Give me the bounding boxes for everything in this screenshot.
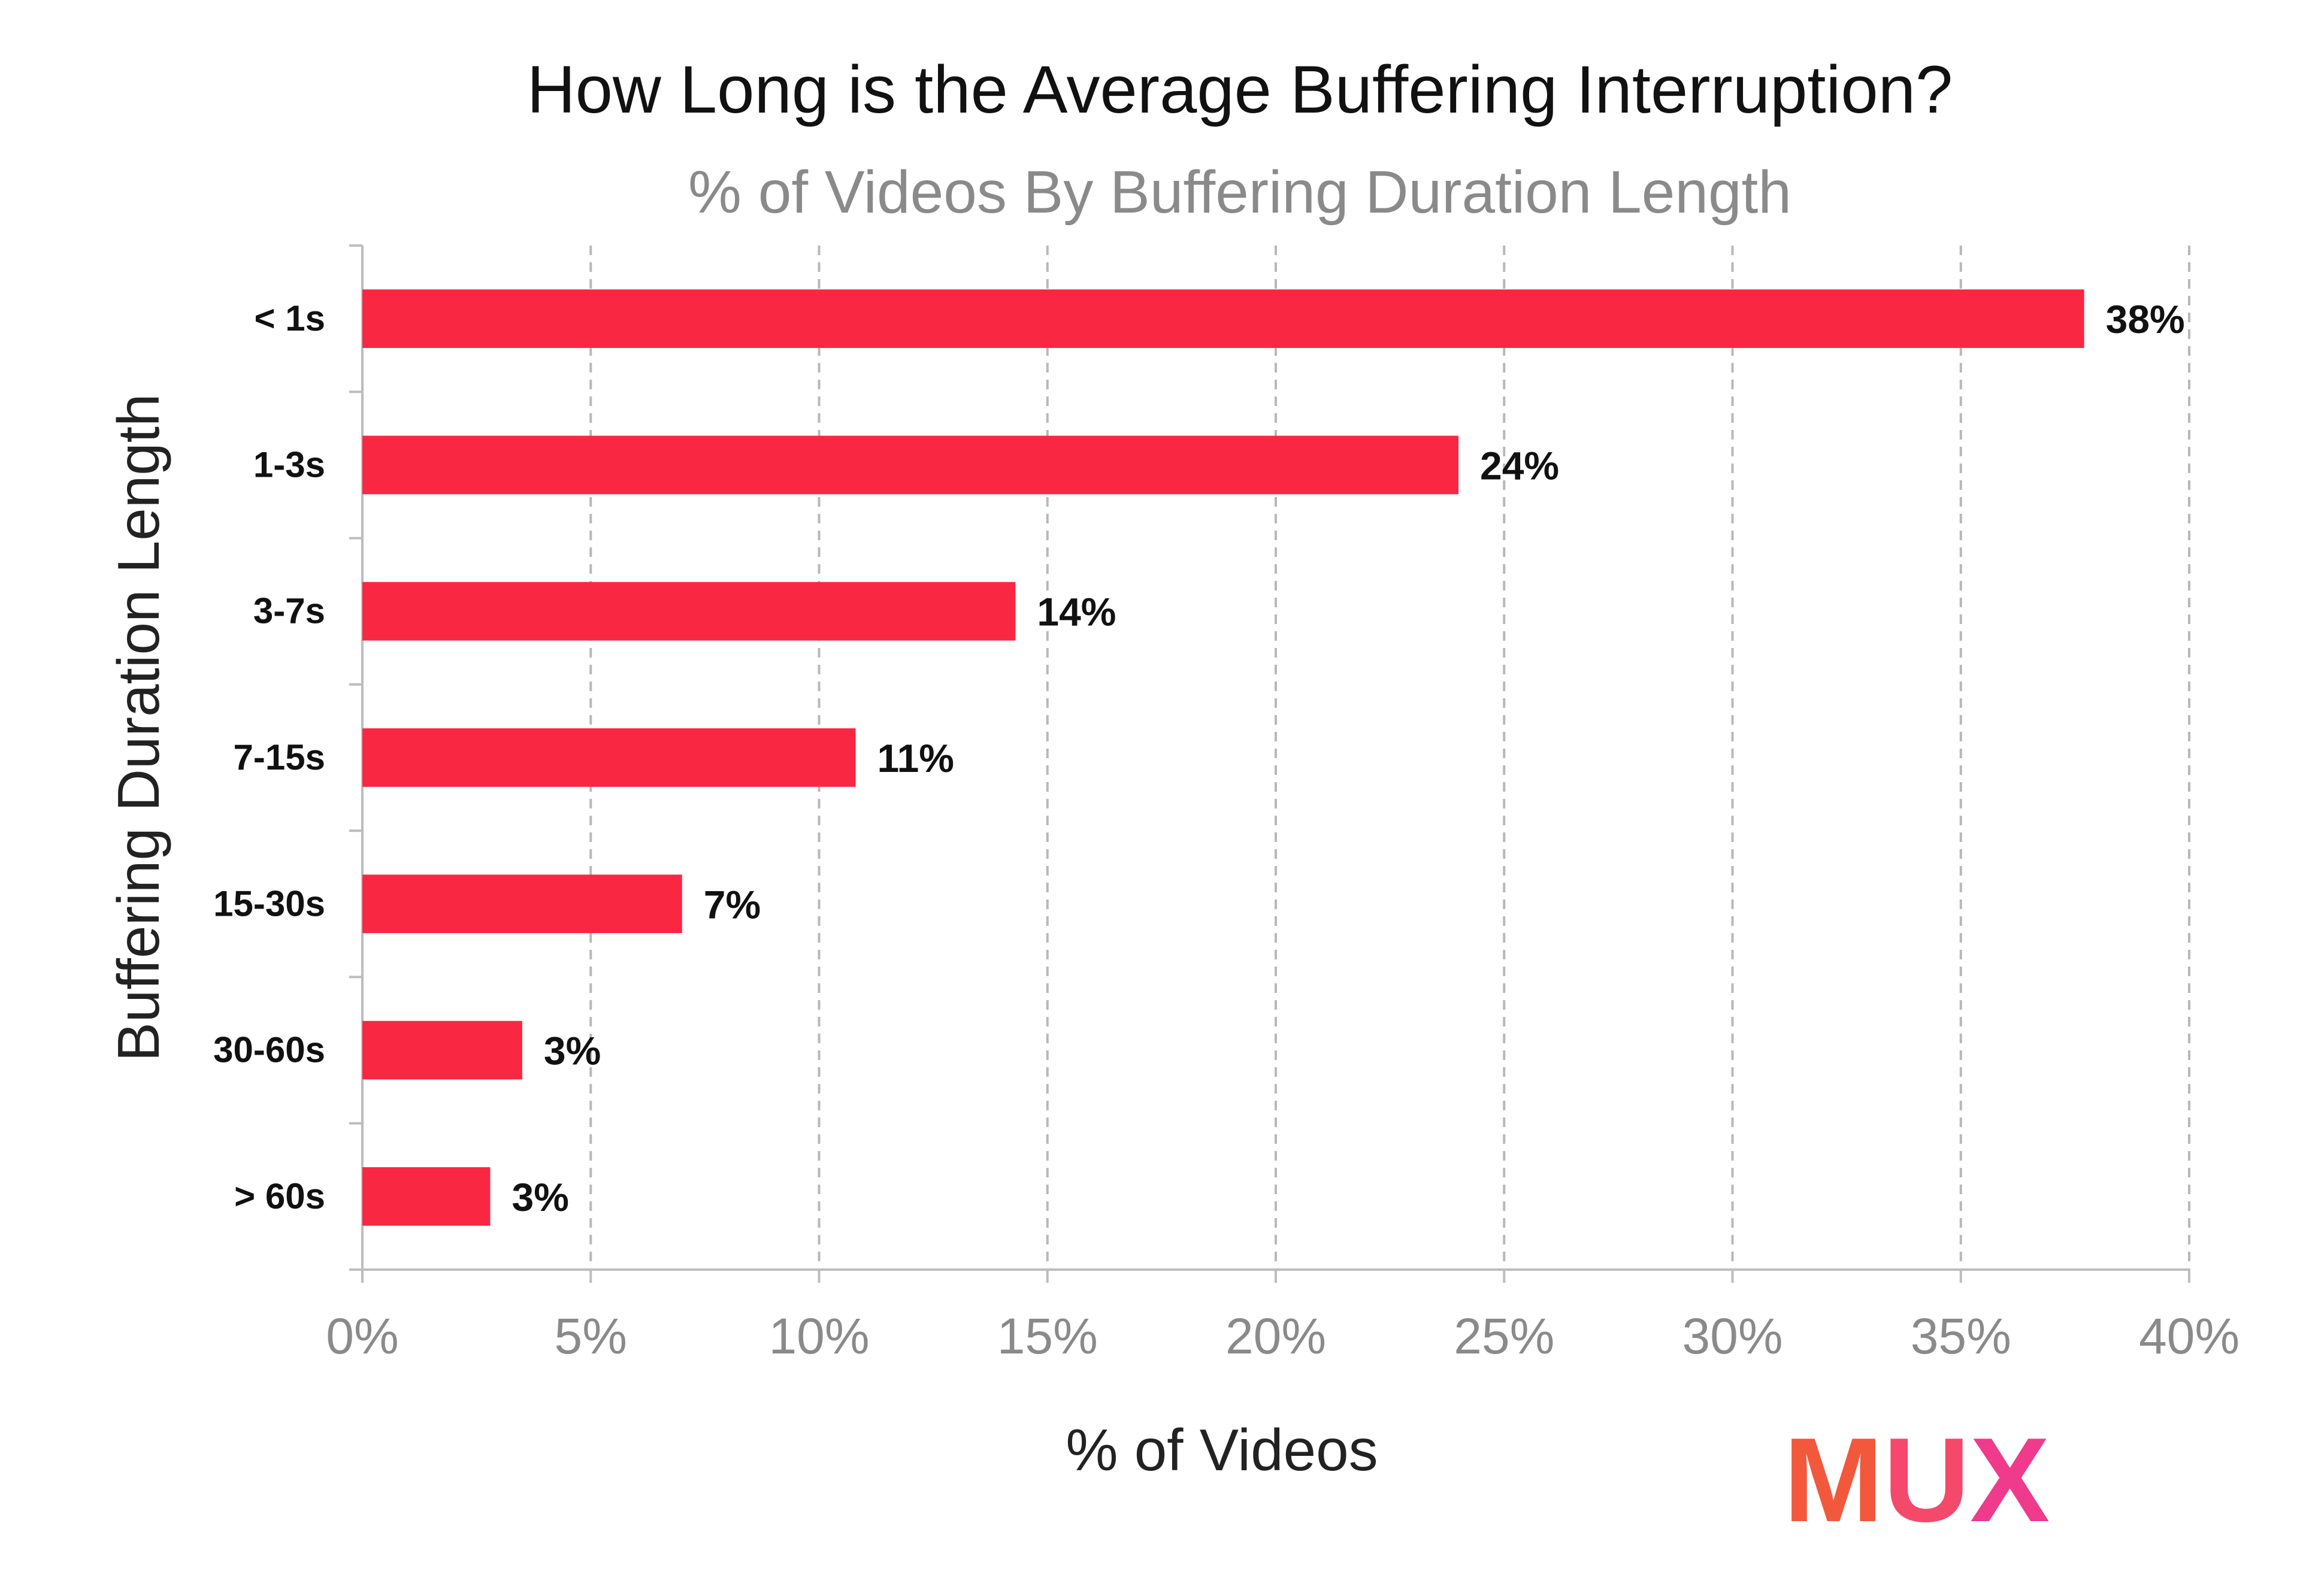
x-tick-label: 5%	[555, 1308, 627, 1364]
value-labels: 38% 24% 14% 11% 7% 3% 3%	[512, 297, 2185, 1219]
data-label: 24%	[1480, 443, 1559, 487]
bar	[362, 582, 1016, 641]
y-tick-label: 7-15s	[234, 737, 325, 777]
x-tick-label: 40%	[2139, 1308, 2240, 1364]
y-tick-labels: < 1s 1-3s 3-7s 7-15s 15-30s 30-60s > 60s	[213, 298, 325, 1216]
data-label: 14%	[1037, 590, 1116, 634]
logo-letter-u: U	[1883, 1413, 1969, 1547]
x-tick-label: 10%	[768, 1308, 869, 1364]
bars	[362, 289, 2084, 1226]
y-tick-label: 15-30s	[213, 883, 325, 923]
x-axis-title: % of Videos	[1066, 1417, 1378, 1483]
bar	[362, 1020, 522, 1080]
y-tick-label: 1-3s	[253, 444, 325, 484]
bar	[362, 435, 1458, 495]
bar	[362, 1167, 491, 1226]
data-label: 7%	[704, 882, 761, 926]
data-label: 3%	[544, 1029, 601, 1073]
bar	[362, 289, 2084, 348]
x-tick-label: 15%	[997, 1308, 1098, 1364]
chart-subtitle: % of Videos By Buffering Duration Length	[688, 159, 1791, 226]
bar	[362, 874, 682, 934]
y-tick-label: < 1s	[255, 298, 325, 338]
x-tick-label: 35%	[1911, 1308, 2011, 1364]
data-label: 38%	[2106, 297, 2185, 341]
x-tick-labels: 0% 5% 10% 15% 20% 25% 30% 35% 40%	[326, 1308, 2240, 1364]
data-label: 11%	[877, 736, 954, 780]
y-tick-label: 30-60s	[213, 1030, 325, 1070]
bar	[362, 728, 856, 787]
x-tick-label: 20%	[1225, 1308, 1326, 1364]
x-tick-label: 25%	[1454, 1308, 1554, 1364]
y-axis-title: Buffering Duration Length	[105, 393, 171, 1061]
data-label: 3%	[512, 1175, 569, 1219]
logo-letter-x: X	[1970, 1413, 2050, 1547]
svg-text:MUX: MUX	[1784, 1413, 2050, 1547]
y-tick-label: 3-7s	[253, 591, 325, 631]
x-tick-label: 0%	[326, 1308, 398, 1364]
chart-title: How Long is the Average Buffering Interr…	[527, 52, 1953, 127]
logo-letter-m: M	[1784, 1413, 1884, 1547]
mux-logo: MUX	[1784, 1413, 2050, 1547]
y-tick-label: > 60s	[234, 1176, 325, 1216]
x-tick-label: 30%	[1682, 1308, 1782, 1364]
